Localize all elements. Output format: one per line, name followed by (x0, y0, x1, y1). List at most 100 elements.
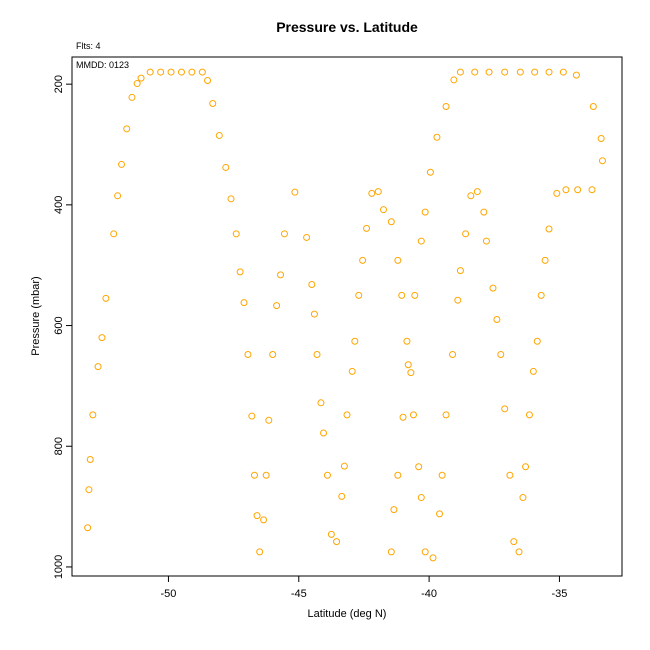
data-point (429, 554, 437, 562)
data-point (363, 224, 371, 232)
flights-annotation: Flts: 4 (76, 41, 101, 51)
data-point (421, 208, 429, 216)
data-point (232, 230, 240, 238)
data-point (248, 412, 256, 420)
data-point (86, 456, 94, 464)
data-point (415, 463, 423, 471)
data-point (497, 351, 505, 359)
data-point (236, 268, 244, 276)
data-point (588, 186, 596, 194)
data-point (467, 192, 475, 200)
data-point (240, 299, 248, 307)
data-point (417, 494, 425, 502)
y-tick-label: 400 (53, 196, 65, 214)
data-point (433, 133, 441, 141)
data-point (589, 102, 597, 110)
data-point (177, 68, 185, 76)
data-point (269, 351, 277, 359)
y-tick-label: 800 (53, 437, 65, 455)
data-point (94, 363, 102, 371)
data-point (338, 492, 346, 500)
data-point (545, 225, 553, 233)
data-point (227, 195, 235, 203)
data-point (516, 68, 524, 76)
x-tick-label: -35 (551, 588, 567, 600)
data-point (188, 68, 196, 76)
data-point (340, 462, 348, 470)
y-tick-label: 600 (53, 316, 65, 334)
data-point (209, 99, 217, 107)
data-point (574, 186, 582, 194)
data-point (157, 68, 165, 76)
data-point (123, 125, 131, 133)
data-point (133, 80, 141, 88)
data-point (489, 284, 497, 292)
chart-title: Pressure vs. Latitude (276, 19, 418, 35)
data-point (454, 296, 462, 304)
data-point (250, 471, 258, 479)
data-point (317, 399, 325, 407)
x-tick-label: -45 (291, 588, 307, 600)
data-point (598, 157, 606, 165)
data-point (323, 471, 331, 479)
data-point (403, 337, 411, 345)
data-point (291, 188, 299, 196)
data-point (308, 281, 316, 289)
data-point (537, 291, 545, 299)
data-point (462, 230, 470, 238)
data-point (313, 351, 321, 359)
data-point (320, 429, 328, 437)
data-point (102, 294, 110, 302)
x-tick-label: -40 (421, 588, 437, 600)
data-point (510, 538, 518, 546)
data-point (244, 351, 252, 359)
data-point (277, 271, 285, 279)
data-point (114, 192, 122, 200)
data-point (280, 230, 288, 238)
data-point (449, 351, 457, 359)
data-point (480, 208, 488, 216)
data-point (265, 416, 273, 424)
data-point (146, 68, 154, 76)
plot-frame (71, 56, 623, 577)
data-point (137, 74, 145, 82)
data-point (545, 68, 553, 76)
data-point (110, 230, 118, 238)
data-point (394, 256, 402, 264)
data-point (333, 538, 341, 546)
data-point (456, 68, 464, 76)
data-point (273, 302, 281, 310)
data-point (471, 68, 479, 76)
data-point (506, 471, 514, 479)
data-point (417, 237, 425, 245)
data-point (407, 369, 415, 377)
data-point (215, 131, 223, 139)
data-point (260, 516, 268, 524)
y-axis-label: Pressure (mbar) (30, 276, 42, 355)
data-point (501, 405, 509, 413)
data-point (128, 93, 136, 101)
data-point (351, 337, 359, 345)
data-point (411, 291, 419, 299)
data-point (387, 548, 395, 556)
data-point (327, 530, 335, 538)
data-point (572, 71, 580, 79)
data-point (501, 68, 509, 76)
y-tick-label: 1000 (53, 555, 65, 579)
data-point (473, 188, 481, 196)
data-point (482, 237, 490, 245)
x-tick-label: -50 (160, 588, 176, 600)
data-point (436, 510, 444, 518)
data-point (303, 233, 311, 241)
data-point (485, 68, 493, 76)
y-tick-label: 200 (53, 75, 65, 93)
data-point (394, 471, 402, 479)
data-point (541, 256, 549, 264)
y-axis: 200 400 600 800 1000 (53, 75, 72, 579)
data-point (256, 548, 264, 556)
data-point (359, 256, 367, 264)
x-axis: -50 -45 -40 -35 (160, 576, 567, 600)
data-point (167, 68, 175, 76)
data-point (438, 471, 446, 479)
data-point (198, 68, 206, 76)
